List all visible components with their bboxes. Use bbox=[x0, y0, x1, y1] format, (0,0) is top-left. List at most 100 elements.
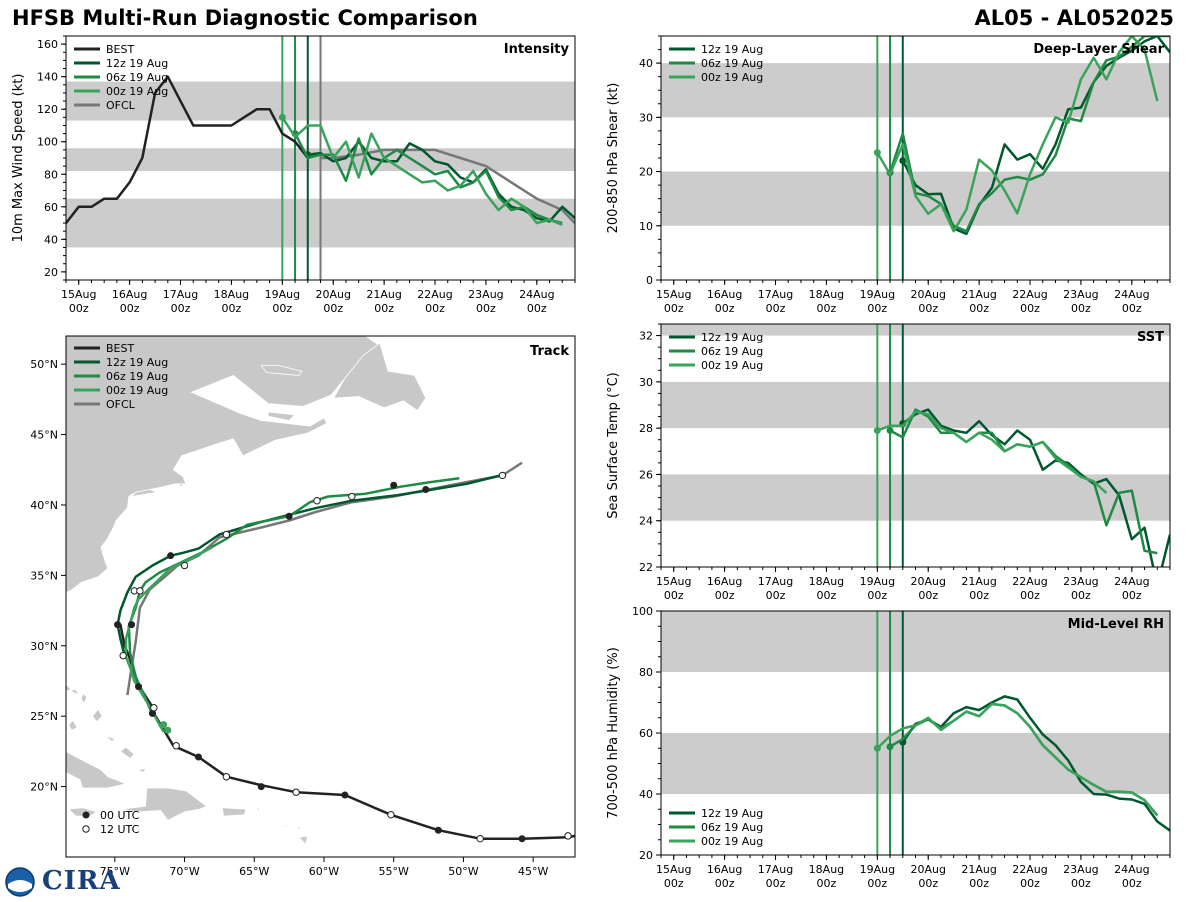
y-tick-label: 20 bbox=[639, 166, 653, 179]
x-tick-label: 00z bbox=[1071, 589, 1091, 602]
track-marker-00utc bbox=[135, 683, 143, 691]
x-tick-label: 00z bbox=[272, 302, 292, 315]
legend-label-run12: 12z 19 Aug bbox=[106, 356, 168, 369]
x-tick-label: 00z bbox=[323, 302, 343, 315]
y-tick-label: 30 bbox=[639, 111, 653, 124]
x-tick-label: 00z bbox=[374, 302, 394, 315]
track-marker-00utc bbox=[390, 481, 398, 489]
track-marker-00utc bbox=[341, 791, 349, 799]
land-newfoundland bbox=[332, 342, 427, 412]
x-tick-label: 00z bbox=[715, 589, 735, 602]
x-tick-label: 16Aug bbox=[707, 863, 742, 876]
plot-frame bbox=[65, 335, 576, 858]
series-line-best bbox=[66, 75, 309, 224]
legend-label-run12: 12z 19 Aug bbox=[701, 43, 763, 56]
legend-label-ofcl: OFCL bbox=[106, 398, 136, 411]
y-tick-label: 20°N bbox=[30, 781, 58, 794]
land-hispaniola bbox=[121, 787, 208, 821]
series-start-marker-run00 bbox=[873, 149, 881, 157]
x-tick-label: 00z bbox=[222, 302, 242, 315]
x-tick-label: 24Aug bbox=[1114, 863, 1149, 876]
storm-id: AL05 - AL052025 bbox=[974, 6, 1175, 30]
shaded-band bbox=[661, 324, 1170, 336]
x-tick-label: 15Aug bbox=[656, 288, 691, 301]
x-tick-label: 00z bbox=[969, 877, 989, 890]
track-marker-00utc bbox=[194, 753, 202, 761]
track-line-run06 bbox=[127, 476, 460, 716]
series-line-run00 bbox=[281, 116, 563, 226]
legend-label-run06: 06z 19 Aug bbox=[701, 821, 763, 834]
y-tick-label: 22 bbox=[639, 561, 653, 574]
x-tick-label: 21Aug bbox=[366, 288, 401, 301]
track-marker-00utc bbox=[128, 621, 136, 629]
y-tick-label: 10 bbox=[639, 220, 653, 233]
y-tick-label: 25°N bbox=[30, 710, 58, 723]
x-tick-label: 00z bbox=[527, 302, 547, 315]
y-axis-label: 200-850 hPa Shear (kt) bbox=[606, 83, 621, 234]
land-anticosti bbox=[260, 365, 303, 376]
x-tick-label: 22Aug bbox=[1012, 288, 1047, 301]
track-marker-12utc bbox=[150, 704, 158, 712]
x-tick-label: 00z bbox=[664, 589, 684, 602]
series-line-run12 bbox=[901, 695, 1170, 832]
shaded-band bbox=[661, 171, 1170, 226]
x-tick-label: 00z bbox=[664, 302, 684, 315]
series-start-marker-run12 bbox=[899, 157, 907, 165]
shaded-band bbox=[661, 381, 1170, 429]
x-tick-label: 17Aug bbox=[758, 288, 793, 301]
x-tick-label: 60°W bbox=[309, 865, 339, 878]
track-marker-00utc bbox=[518, 835, 526, 843]
track-marker-12utc bbox=[136, 587, 144, 595]
land-puerto-rico bbox=[221, 807, 247, 817]
track-marker-12utc bbox=[180, 561, 189, 570]
y-tick-label: 80 bbox=[44, 168, 58, 181]
x-tick-label: 00z bbox=[918, 877, 938, 890]
track-marker-12utc bbox=[292, 788, 300, 796]
x-tick-label: 00z bbox=[969, 589, 989, 602]
x-tick-label: 24Aug bbox=[1114, 575, 1149, 588]
x-tick-label: 21Aug bbox=[961, 288, 996, 301]
track-marker-00utc bbox=[422, 485, 430, 493]
y-axis-label: 10m Max Wind Speed (kt) bbox=[11, 74, 26, 243]
x-tick-label: 22Aug bbox=[417, 288, 452, 301]
series-start-marker-run00 bbox=[278, 113, 286, 121]
x-tick-label: 20Aug bbox=[315, 288, 350, 301]
y-axis-label: Sea Surface Temp (°C) bbox=[606, 372, 621, 519]
shaded-band bbox=[661, 611, 1170, 672]
series-line-run06 bbox=[293, 133, 563, 225]
y-tick-label: 40°N bbox=[30, 499, 58, 512]
y-tick-label: 35°N bbox=[30, 569, 58, 582]
y-tick-label: 160 bbox=[37, 38, 58, 51]
y-tick-label: 0 bbox=[646, 274, 653, 287]
y-tick-label: 40 bbox=[639, 788, 653, 801]
x-tick-label: 22Aug bbox=[1012, 863, 1047, 876]
panel-title: Deep-Layer Shear bbox=[1033, 42, 1164, 57]
track-marker-run00 bbox=[160, 721, 168, 729]
x-tick-label: 00z bbox=[867, 877, 887, 890]
y-tick-label: 26 bbox=[639, 468, 653, 481]
x-tick-label: 00z bbox=[867, 589, 887, 602]
x-tick-label: 00z bbox=[969, 302, 989, 315]
y-tick-label: 32 bbox=[639, 330, 653, 343]
y-tick-label: 45°N bbox=[30, 429, 58, 442]
track-marker-00utc bbox=[114, 621, 122, 629]
land-north-america bbox=[66, 336, 381, 593]
land-abaco bbox=[80, 693, 88, 705]
x-tick-label: 00z bbox=[1020, 302, 1040, 315]
legend-label-run12: 12z 19 Aug bbox=[701, 331, 763, 344]
track-marker-12utc bbox=[222, 530, 231, 539]
legend-label-best: BEST bbox=[106, 43, 134, 56]
x-tick-label: 55°W bbox=[379, 865, 409, 878]
x-tick-label: 00z bbox=[766, 302, 786, 315]
x-tick-label: 00z bbox=[817, 589, 837, 602]
series-line-run00 bbox=[876, 410, 1108, 494]
x-tick-label: 00z bbox=[1071, 877, 1091, 890]
land-andros bbox=[68, 719, 78, 731]
series-line-run00 bbox=[876, 702, 1159, 817]
track-marker-12utc bbox=[564, 832, 572, 840]
plot-area-sst bbox=[661, 324, 1170, 567]
y-tick-label: 100 bbox=[632, 605, 653, 618]
track-marker-12utc bbox=[476, 834, 484, 843]
x-tick-label: 20Aug bbox=[910, 288, 945, 301]
x-tick-label: 17Aug bbox=[758, 863, 793, 876]
